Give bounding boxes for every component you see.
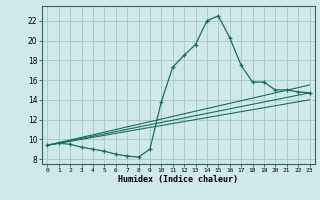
X-axis label: Humidex (Indice chaleur): Humidex (Indice chaleur) — [118, 175, 238, 184]
